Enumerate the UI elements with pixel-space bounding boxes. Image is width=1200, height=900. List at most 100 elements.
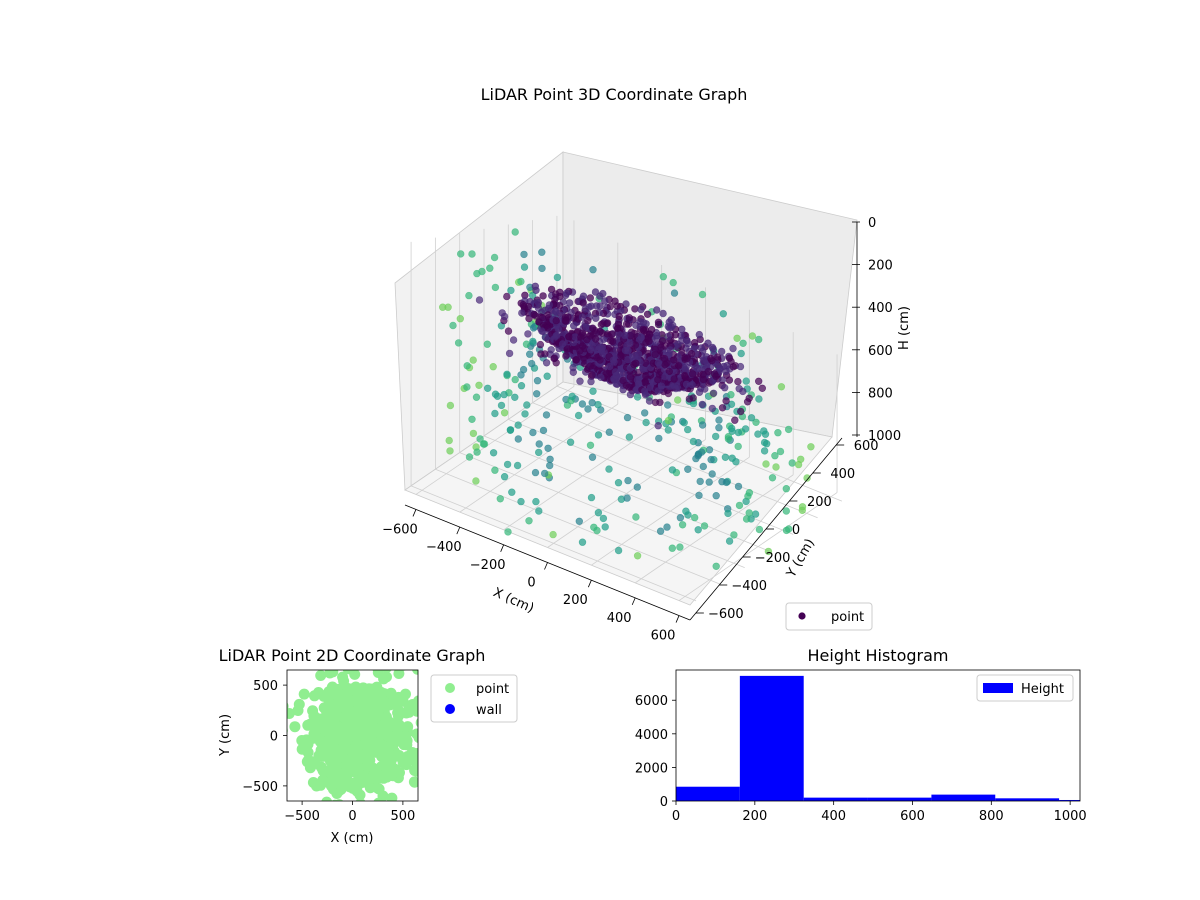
data-point	[507, 286, 515, 295]
data-point	[736, 407, 745, 416]
data-point	[705, 478, 713, 486]
data-point	[565, 299, 574, 307]
data-point-2d	[289, 721, 301, 733]
data-point	[614, 320, 623, 328]
data-point	[534, 448, 543, 457]
data-point-2d	[331, 733, 343, 745]
data-point	[699, 462, 707, 471]
data-point	[742, 377, 750, 385]
data-point	[624, 476, 632, 485]
data-point-2d	[333, 688, 345, 700]
data-point-2d	[415, 718, 418, 728]
data-point	[589, 387, 597, 395]
data-point	[725, 537, 734, 545]
data-point	[542, 411, 551, 419]
data-point	[668, 544, 676, 552]
data-point	[654, 375, 662, 384]
data-point	[465, 291, 473, 300]
data-point	[732, 458, 740, 466]
data-point	[621, 331, 629, 340]
data-point	[700, 522, 709, 530]
x-tick-label-2d: 0	[348, 809, 356, 824]
x-tick-label-3d: −400	[426, 540, 462, 555]
data-point	[475, 296, 484, 304]
data-point	[541, 333, 549, 341]
data-point	[645, 397, 654, 405]
data-point	[678, 325, 686, 333]
data-point	[688, 381, 696, 389]
data-point-2d	[322, 744, 334, 756]
data-point	[681, 371, 689, 380]
data-point	[581, 305, 589, 313]
data-point	[737, 349, 745, 358]
y-tick-label-3d: −200	[755, 551, 791, 566]
data-point-2d	[367, 770, 379, 782]
data-point	[594, 509, 603, 517]
data-point	[673, 396, 682, 404]
data-point	[469, 429, 478, 438]
data-point	[514, 421, 522, 429]
y-tick-label-2d: −500	[242, 780, 278, 795]
data-point	[534, 304, 543, 312]
data-point	[497, 401, 506, 410]
data-point	[593, 526, 601, 535]
data-point	[675, 362, 683, 370]
data-point	[565, 333, 573, 341]
data-point	[599, 289, 607, 298]
data-point	[664, 416, 673, 425]
histogram-title: Height Histogram	[808, 646, 949, 665]
data-point-2d	[429, 742, 440, 753]
data-point-2d	[376, 740, 388, 752]
histogram-legend: Height	[976, 674, 1074, 702]
data-point	[637, 305, 645, 314]
data-point	[755, 395, 763, 403]
data-point	[727, 391, 735, 399]
x-tick-label-2d: 500	[390, 809, 415, 824]
y-tick-label-3d: −400	[731, 579, 767, 594]
data-point-2d	[400, 759, 412, 771]
data-point-2d	[348, 755, 360, 767]
data-point	[521, 410, 529, 418]
data-point	[807, 443, 815, 451]
data-point	[543, 372, 551, 380]
legend-2d-marker-point	[445, 683, 455, 693]
scatter-2d-chart: LiDAR Point 2D Coordinate Graph −500 0 500…	[218, 646, 518, 846]
data-point	[695, 388, 704, 396]
data-point	[678, 521, 687, 529]
data-point	[708, 470, 716, 478]
data-point	[503, 370, 511, 378]
data-point-2d	[373, 797, 384, 801]
histogram-bar	[1059, 799, 1080, 801]
x-tick-3d	[456, 526, 461, 535]
data-point	[639, 318, 648, 327]
data-point	[733, 334, 741, 342]
data-point-2d	[344, 781, 356, 793]
data-point	[720, 384, 729, 392]
data-point	[456, 315, 464, 323]
data-point	[695, 330, 703, 339]
data-point	[625, 433, 633, 441]
data-point	[708, 404, 716, 413]
data-point	[538, 264, 546, 273]
y-tick-label-3d: 0	[792, 523, 800, 538]
data-point	[654, 422, 662, 430]
data-point-2d	[324, 670, 336, 679]
data-point	[747, 414, 756, 422]
data-point	[745, 394, 753, 402]
data-point	[762, 460, 770, 468]
data-point	[596, 356, 604, 364]
data-point	[694, 526, 702, 534]
data-point	[475, 381, 483, 389]
histogram-bar	[931, 794, 996, 801]
data-point	[445, 436, 453, 445]
data-point	[552, 331, 561, 340]
data-point-2d	[408, 776, 418, 788]
data-point	[539, 292, 547, 300]
data-point-2d	[411, 765, 418, 777]
data-point	[614, 546, 623, 555]
data-point	[496, 495, 504, 503]
data-point	[540, 469, 549, 478]
data-point	[771, 452, 779, 460]
grid-line	[410, 485, 697, 602]
